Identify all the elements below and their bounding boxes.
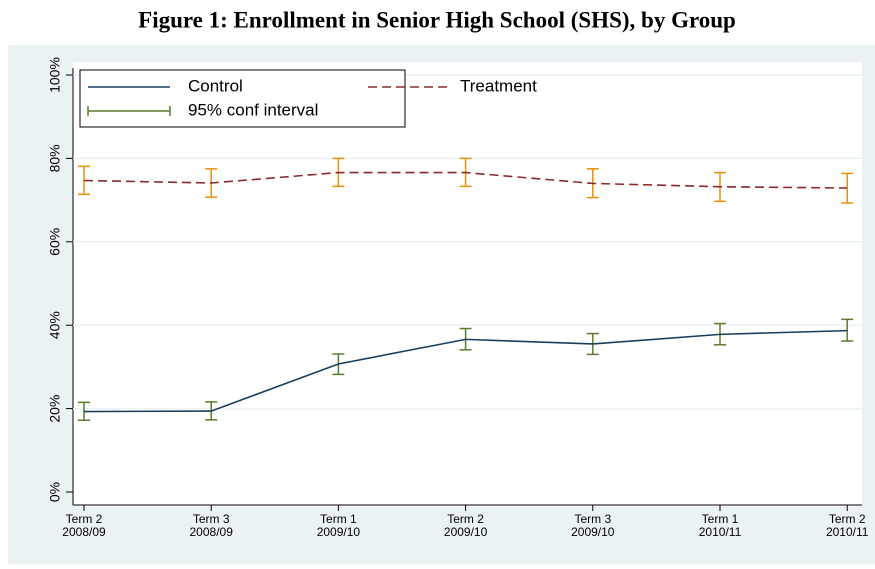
x-tick-label: 2009/10 [444, 525, 488, 539]
y-tick-label: 80% [47, 144, 63, 172]
legend-label: Control [188, 76, 243, 95]
series-line [83, 329, 848, 413]
y-tick-label: 20% [47, 395, 63, 423]
x-tick-label: 2010/11 [826, 525, 869, 539]
x-tick-label: Term 1 [702, 512, 739, 526]
legend-label: Treatment [460, 76, 537, 95]
y-tick-label: 0% [47, 482, 63, 502]
x-tick-label: Term 2 [447, 512, 484, 526]
x-tick-label: 2008/09 [190, 525, 234, 539]
x-tick-label: 2008/09 [62, 525, 106, 539]
chart-title: Figure 1: Enrollment in Senior High Scho… [138, 7, 736, 32]
x-tick-label: Term 3 [193, 512, 230, 526]
series-line [83, 171, 848, 189]
x-tick-label: 2009/10 [571, 525, 615, 539]
x-tick-label: Term 2 [66, 512, 103, 526]
legend-box [79, 69, 406, 128]
y-tick-label: 40% [47, 311, 63, 339]
plot-area [73, 62, 862, 506]
y-tick-label: 100% [47, 57, 63, 93]
x-tick-label: Term 2 [829, 512, 866, 526]
x-tick-label: 2009/10 [317, 525, 361, 539]
y-tick-label: 60% [47, 228, 63, 256]
legend-label: 95% conf interval [188, 100, 318, 119]
x-tick-label: Term 1 [320, 512, 357, 526]
x-tick-label: Term 3 [574, 512, 611, 526]
x-tick-label: 2010/11 [699, 525, 742, 539]
